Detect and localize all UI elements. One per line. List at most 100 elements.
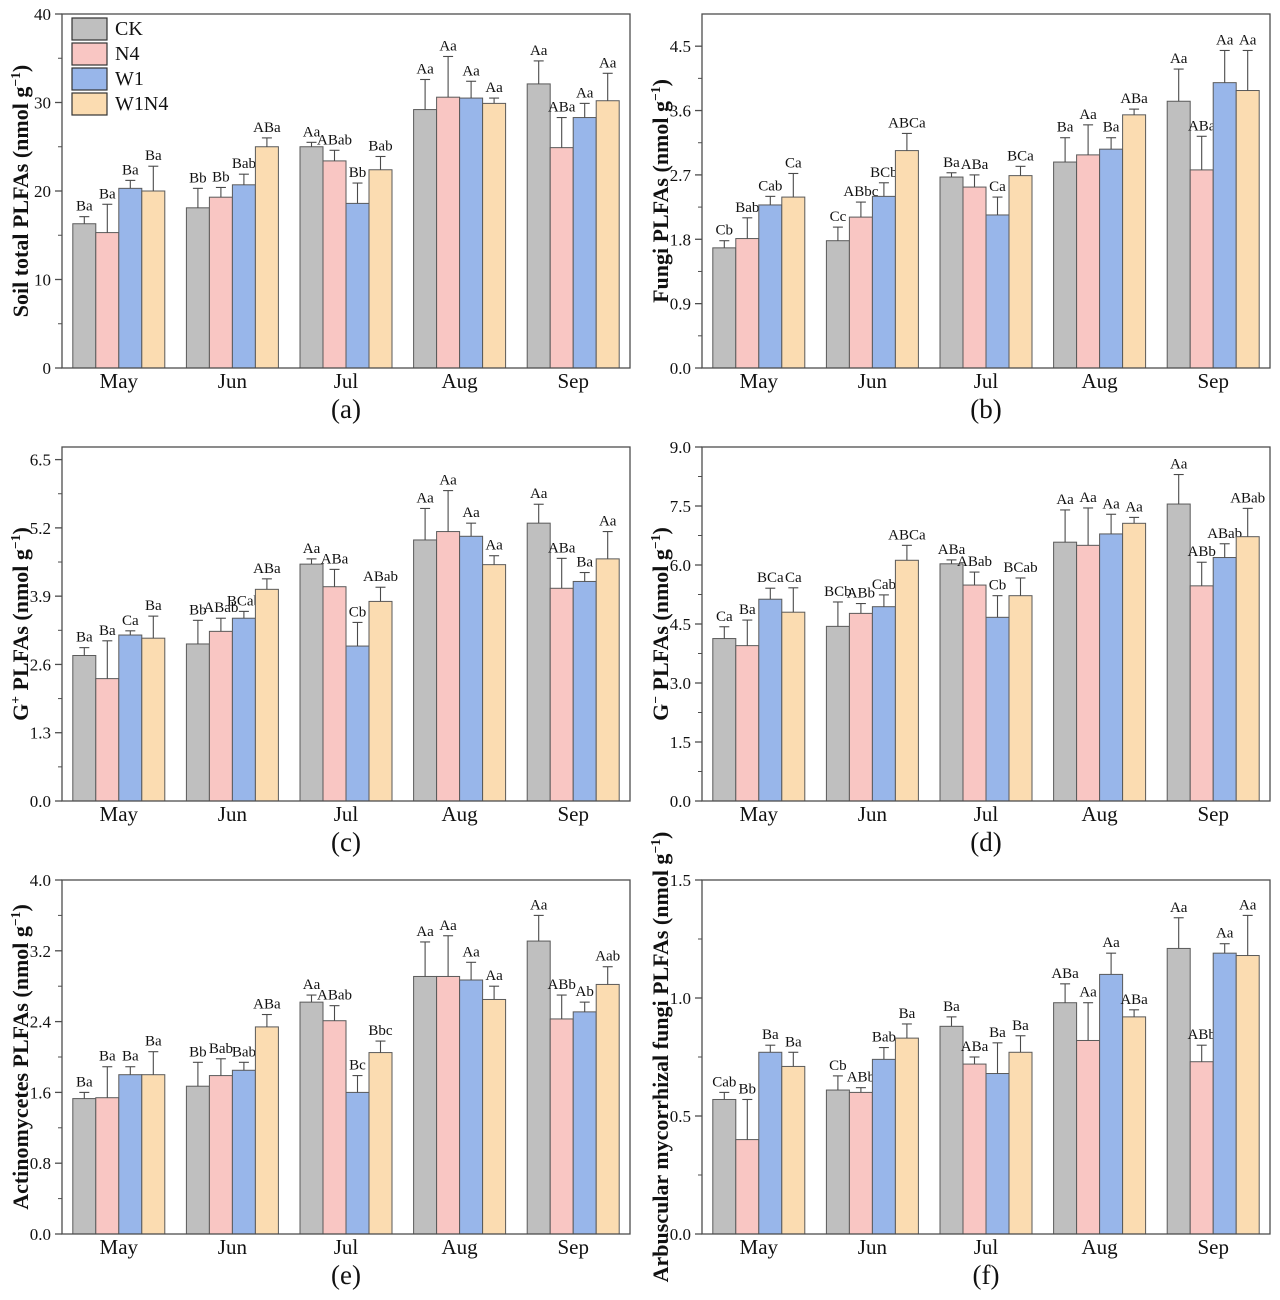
bar	[1166, 947, 1191, 1235]
y-tick-label: 7.5	[670, 497, 691, 516]
y-tick-label: 1.5	[670, 733, 691, 752]
bar	[299, 1001, 324, 1235]
sig-letter: Ba	[576, 555, 593, 571]
bar	[299, 146, 324, 369]
month-label: Aug	[1082, 1235, 1119, 1259]
sig-letter: Bab	[232, 156, 256, 172]
sig-letter: Ca	[716, 609, 733, 625]
plot-box	[61, 13, 631, 369]
bar	[413, 975, 438, 1235]
sig-letter: Aa	[462, 63, 480, 79]
sig-letter: Cb	[829, 1058, 847, 1074]
y-tick-label: 2.7	[670, 166, 692, 185]
bar	[254, 146, 279, 369]
month-label: Aug	[1082, 369, 1119, 393]
sig-letter: Aa	[485, 968, 503, 984]
bar	[572, 580, 597, 802]
bar	[712, 1098, 737, 1235]
sig-letter: ABb	[847, 586, 875, 602]
bar	[1212, 82, 1237, 369]
bar	[1212, 557, 1237, 802]
plot-box	[61, 879, 631, 1235]
bar	[526, 83, 551, 369]
y-tick-label: 0.0	[670, 1225, 691, 1244]
y-tick-label: 0	[43, 359, 52, 378]
y-tick-label: 1.3	[30, 724, 51, 743]
sig-letter: Aa	[1216, 32, 1234, 48]
sig-letter: Cb	[716, 223, 734, 239]
month-label: Aug	[442, 369, 479, 393]
y-tick-label: 3.0	[670, 674, 691, 693]
month-label: Sep	[1197, 1235, 1229, 1259]
month-label: Jun	[858, 369, 888, 393]
sig-letter: Aa	[462, 944, 480, 960]
bar	[1235, 536, 1260, 802]
bar	[1189, 1061, 1214, 1235]
bar	[1235, 90, 1260, 369]
sig-letter: Aa	[439, 473, 457, 489]
y-tick-label: 0.0	[670, 792, 691, 811]
sig-letter: Aa	[1056, 492, 1074, 508]
bar	[985, 1073, 1010, 1235]
sig-letter: Aa	[530, 486, 548, 502]
y-tick-label: 3.9	[30, 587, 51, 606]
bar	[1076, 544, 1101, 802]
plot-box	[61, 446, 631, 802]
bar	[72, 1098, 97, 1235]
sig-letter: Ba	[76, 1074, 93, 1090]
bar	[1189, 585, 1214, 802]
month-label: May	[740, 802, 779, 826]
sig-letter: Ba	[122, 162, 139, 178]
sig-letter: ABa	[938, 542, 966, 558]
panel-d: G− PLFAs (nmol g−1) 0.0 1.5 3.0 4.5 6.0 7.5 9.…	[640, 433, 1280, 866]
bar	[939, 1025, 964, 1235]
sig-letter: Ba	[76, 630, 93, 646]
sig-letter: Aa	[1079, 985, 1097, 1001]
sig-letter: Aa	[485, 538, 503, 554]
bar	[962, 186, 987, 369]
sig-letter: Aa	[462, 505, 480, 521]
sig-letter: Ba	[785, 1034, 802, 1050]
sig-letter: Aa	[439, 38, 457, 54]
sig-letter: Aa	[303, 124, 321, 140]
month-label: Aug	[442, 802, 479, 826]
y-axis-title: G− PLFAs (nmol g−1)	[647, 527, 674, 721]
sig-letter: Aa	[1216, 926, 1234, 942]
bar	[1053, 1002, 1078, 1235]
bar	[781, 611, 806, 802]
month-label: Sep	[557, 1235, 589, 1259]
y-tick-label: 0.5	[670, 1107, 691, 1126]
bar	[72, 223, 97, 369]
bar	[526, 522, 551, 802]
sig-letter: ABa	[548, 540, 576, 556]
bar	[1189, 169, 1214, 369]
sig-letter: BCa	[757, 570, 784, 586]
bar	[1122, 114, 1147, 369]
bar	[72, 655, 97, 802]
sig-letter: Ba	[145, 148, 162, 164]
sig-letter: ABab	[1207, 526, 1242, 542]
month-label: Jul	[974, 802, 999, 826]
bar	[712, 638, 737, 802]
sig-letter: ABb	[1188, 544, 1216, 560]
sig-letter: Ba	[989, 1025, 1006, 1041]
bar-chart-fungi-plfas: 0.00.91.82.73.64.5MayCbBabCabCaJunCcABbc…	[670, 13, 1271, 393]
y-tick-label: 9.0	[670, 438, 691, 457]
bar	[436, 975, 461, 1235]
bar	[118, 1074, 143, 1235]
bar	[254, 1026, 279, 1235]
bar	[549, 1018, 574, 1235]
y-tick-label: 20	[34, 182, 51, 201]
sig-letter: Ca	[122, 613, 139, 629]
month-label: Jun	[858, 802, 888, 826]
bar	[825, 625, 850, 802]
y-tick-label: 40	[34, 5, 51, 24]
y-tick-label: 2.6	[30, 655, 51, 674]
bar	[825, 1089, 850, 1235]
bar	[1053, 161, 1078, 369]
sig-letter: Ca	[785, 155, 802, 171]
bar	[413, 539, 438, 802]
sig-letter: ABa	[253, 561, 281, 577]
